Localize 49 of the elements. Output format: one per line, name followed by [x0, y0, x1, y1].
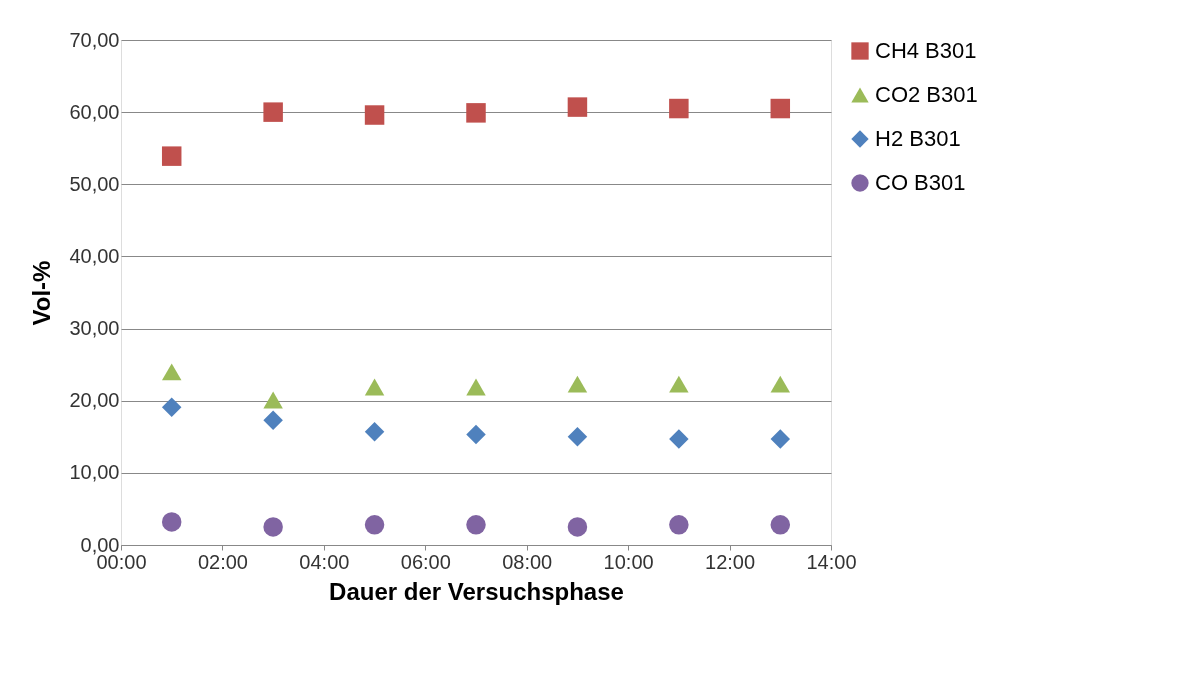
point [770, 515, 791, 535]
legend-label: H2 B301 [875, 126, 961, 151]
point [466, 378, 486, 396]
x-tick-label: 10:00 [603, 550, 654, 573]
y-tick-label: 20,00 [69, 389, 120, 412]
point [161, 363, 182, 381]
legend-label: CO B301 [875, 170, 966, 195]
point [669, 375, 689, 393]
legend-label: CH4 B301 [875, 38, 977, 63]
point [567, 375, 588, 393]
y-tick-label: 70,00 [69, 28, 120, 51]
point [567, 427, 588, 447]
y-axis-title: Vol-% [28, 260, 56, 326]
point [770, 375, 791, 393]
point [669, 515, 689, 535]
point [364, 105, 385, 125]
point [263, 102, 283, 122]
point [161, 146, 182, 166]
x-tick-label: 06:00 [400, 550, 451, 573]
x-axis-title: Dauer der Versuchsphase [329, 577, 624, 605]
point [770, 98, 791, 119]
point [669, 429, 689, 449]
x-tick-label: 02:00 [197, 550, 248, 573]
point [669, 98, 689, 119]
point [466, 103, 486, 123]
point [466, 515, 486, 535]
y-tick-label: 60,00 [69, 100, 120, 123]
x-tick-label: 12:00 [705, 550, 756, 573]
point [770, 429, 791, 449]
y-tick-label: 40,00 [69, 244, 120, 267]
legend-label: CO2 B301 [875, 82, 978, 107]
point [364, 421, 385, 442]
x-tick-label: 14:00 [806, 550, 857, 573]
y-tick-label: 30,00 [69, 317, 120, 340]
point [364, 515, 385, 535]
point [263, 410, 283, 430]
x-tick-label: 04:00 [299, 550, 350, 573]
x-tick-label: 08:00 [502, 550, 553, 573]
point [263, 517, 283, 537]
point [567, 517, 588, 537]
point [567, 97, 588, 117]
y-tick-label: 50,00 [69, 172, 120, 195]
point [263, 391, 283, 409]
point [466, 424, 486, 445]
point [161, 512, 182, 532]
point [161, 397, 182, 417]
point [364, 378, 385, 396]
y-tick-label: 0,00 [80, 533, 120, 556]
y-tick-label: 10,00 [69, 461, 120, 484]
